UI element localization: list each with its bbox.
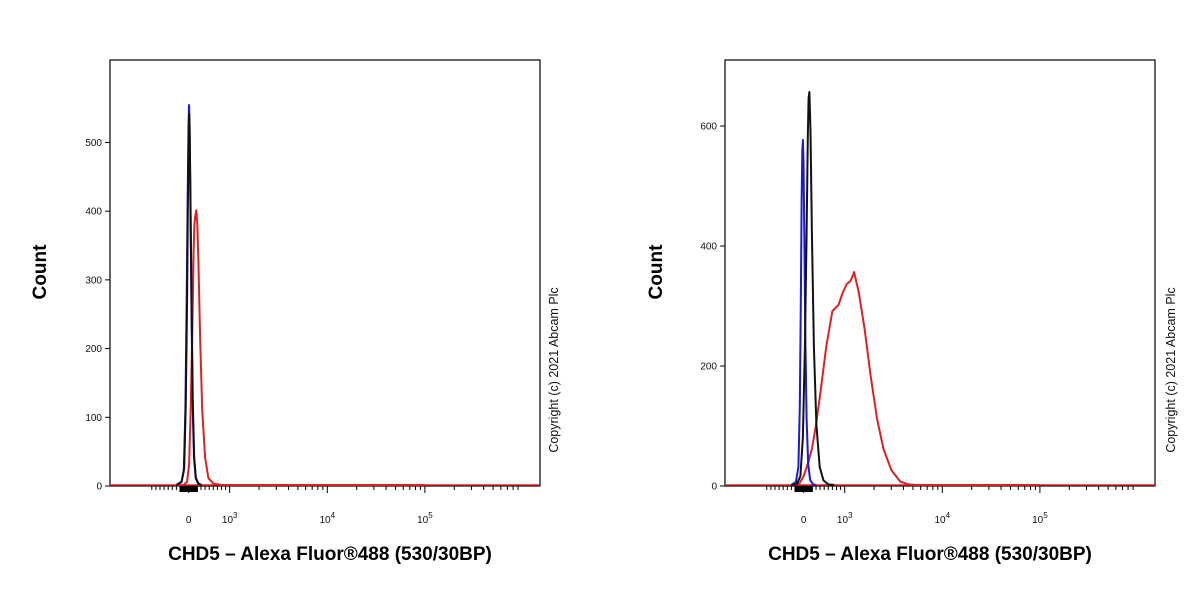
histogram-series-line	[791, 271, 1040, 486]
y-tick-label: 500	[85, 138, 102, 149]
y-tick-label: 600	[700, 122, 717, 133]
y-tick-label: 0	[711, 482, 717, 493]
histogram-series-line	[175, 113, 203, 486]
histogram-panel-right: 0 200 400 600 0 103 104 105 Count CHD5 – Alexa…	[646, 59, 1178, 565]
y-axis-ticks: 0 200 400 600	[700, 122, 725, 493]
plot-frame	[724, 59, 1156, 487]
copyright-notice: Copyright (c) 2021 Abcam Plc	[1164, 287, 1178, 452]
x-tick-label: 103	[222, 511, 238, 526]
x-axis-ticks: 0 103 104 105	[151, 486, 519, 526]
series-layer	[110, 104, 540, 486]
x-axis-ticks: 0 103 104 105	[766, 486, 1134, 526]
histogram-series-line	[176, 209, 425, 486]
y-tick-label: 0	[96, 482, 102, 493]
x-tick-label: 104	[935, 511, 951, 526]
histogram-panel-left: 0 100 200 300 400 500 0 103 104 105 Count CHD5 –…	[30, 59, 561, 565]
y-tick-label: 200	[85, 344, 102, 355]
x-tick-label: 0	[801, 515, 807, 526]
y-axis-title: Count	[30, 244, 51, 300]
histogram-series-line	[791, 91, 835, 486]
x-tick-label: 104	[320, 511, 336, 526]
series-layer	[725, 91, 1155, 486]
plot-frame	[109, 59, 541, 487]
x-tick-label: 105	[417, 511, 433, 526]
x-tick-label: 0	[186, 515, 192, 526]
x-tick-label: 105	[1032, 511, 1048, 526]
copyright-notice: Copyright (c) 2021 Abcam Plc	[547, 287, 561, 452]
y-tick-label: 100	[85, 413, 102, 424]
y-axis-title: Count	[646, 244, 667, 300]
y-axis-ticks: 0 100 200 300 400 500	[85, 138, 110, 493]
y-tick-label: 400	[85, 207, 102, 218]
y-tick-label: 300	[85, 275, 102, 286]
x-axis-title: CHD5 – Alexa Fluor®488 (530/30BP)	[768, 544, 1092, 565]
histogram-series-line	[790, 139, 817, 486]
y-tick-label: 200	[700, 362, 717, 373]
x-tick-label: 103	[837, 511, 853, 526]
x-axis-title: CHD5 – Alexa Fluor®488 (530/30BP)	[168, 544, 492, 565]
y-tick-label: 400	[700, 242, 717, 253]
